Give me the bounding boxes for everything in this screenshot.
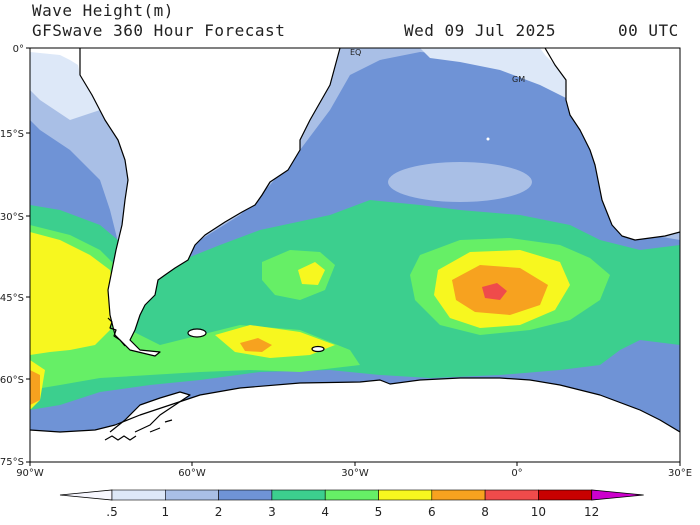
colorbar-segment [324,489,379,501]
wave-patch-2m [388,162,532,202]
south-georgia-coastline [311,345,325,353]
wave-band-8m-southwest [30,370,40,405]
colorbar-label: 12 [584,505,599,519]
colorbar-label: 1 [161,505,169,519]
map-field [30,48,680,462]
south-shetland-islands [104,419,173,441]
colorbar-arrow-high [591,489,644,501]
falkland-islands [188,329,206,337]
colorbar-arrow-low [59,489,113,501]
wave-band-6m-west [30,232,115,355]
antarctic-peninsula-coastline [109,391,191,433]
antarctica [30,378,680,462]
lat-label-30s: 30°S [0,212,24,223]
wave-patch-5m [262,250,335,300]
colorbar-label: 6 [428,505,436,519]
site-label-eq: EQ [350,48,361,57]
colorbar-segment [165,489,219,501]
wave-band-8m-south [240,338,272,352]
colorbar-label: 5 [375,505,383,519]
wave-patch-6m [298,262,325,285]
colorbar-label: 4 [321,505,329,519]
colorbar-segment [111,489,166,501]
colorbar-segment [218,489,273,501]
lon-label-60w: 60°W [178,468,206,479]
lat-label-60s: 60°S [0,375,24,386]
wave-band-10m [482,283,507,300]
colorbar-label: .5 [106,505,117,519]
forecast-time: 00 UTC [618,21,679,40]
colorbar-segment [378,489,433,501]
colorbar-segment [484,489,539,501]
ascension-island [486,137,490,141]
south-america [30,48,340,356]
colorbar: .5 1 2 3 4 5 6 8 10 12 [59,489,644,519]
africa [540,48,680,240]
lon-label-30e: 30°E [668,468,692,479]
colorbar-label: 10 [531,505,546,519]
lon-label-30w: 30°W [341,468,369,479]
map-subtitle: GFSwave 360 Hour Forecast [32,21,286,40]
lat-label-75s: 75°S [0,457,24,468]
forecast-date: Wed 09 Jul 2025 [404,21,556,40]
africa-coastline [544,48,680,241]
lat-label-45s: 45°S [0,293,24,304]
tierra-del-fuego-islands [107,317,126,347]
lon-label-0: 0° [511,468,522,479]
colorbar-label: 8 [481,505,489,519]
colorbar-label: 2 [215,505,223,519]
colorbar-segment [538,489,593,501]
south-america-coastline [79,48,341,357]
axis-ticks [26,47,681,466]
colorbar-segment [431,489,486,501]
lon-label-90w: 90°W [16,468,44,479]
lat-label-0: 0° [13,44,24,55]
south-georgia [312,346,324,352]
falkland-coastline [187,328,207,338]
site-label-gm: GM [512,75,525,84]
lat-label-15s: 15°S [0,129,24,140]
colorbar-label: 3 [268,505,276,519]
colorbar-segment [271,489,326,501]
map-title: Wave Height(m) [32,1,174,20]
